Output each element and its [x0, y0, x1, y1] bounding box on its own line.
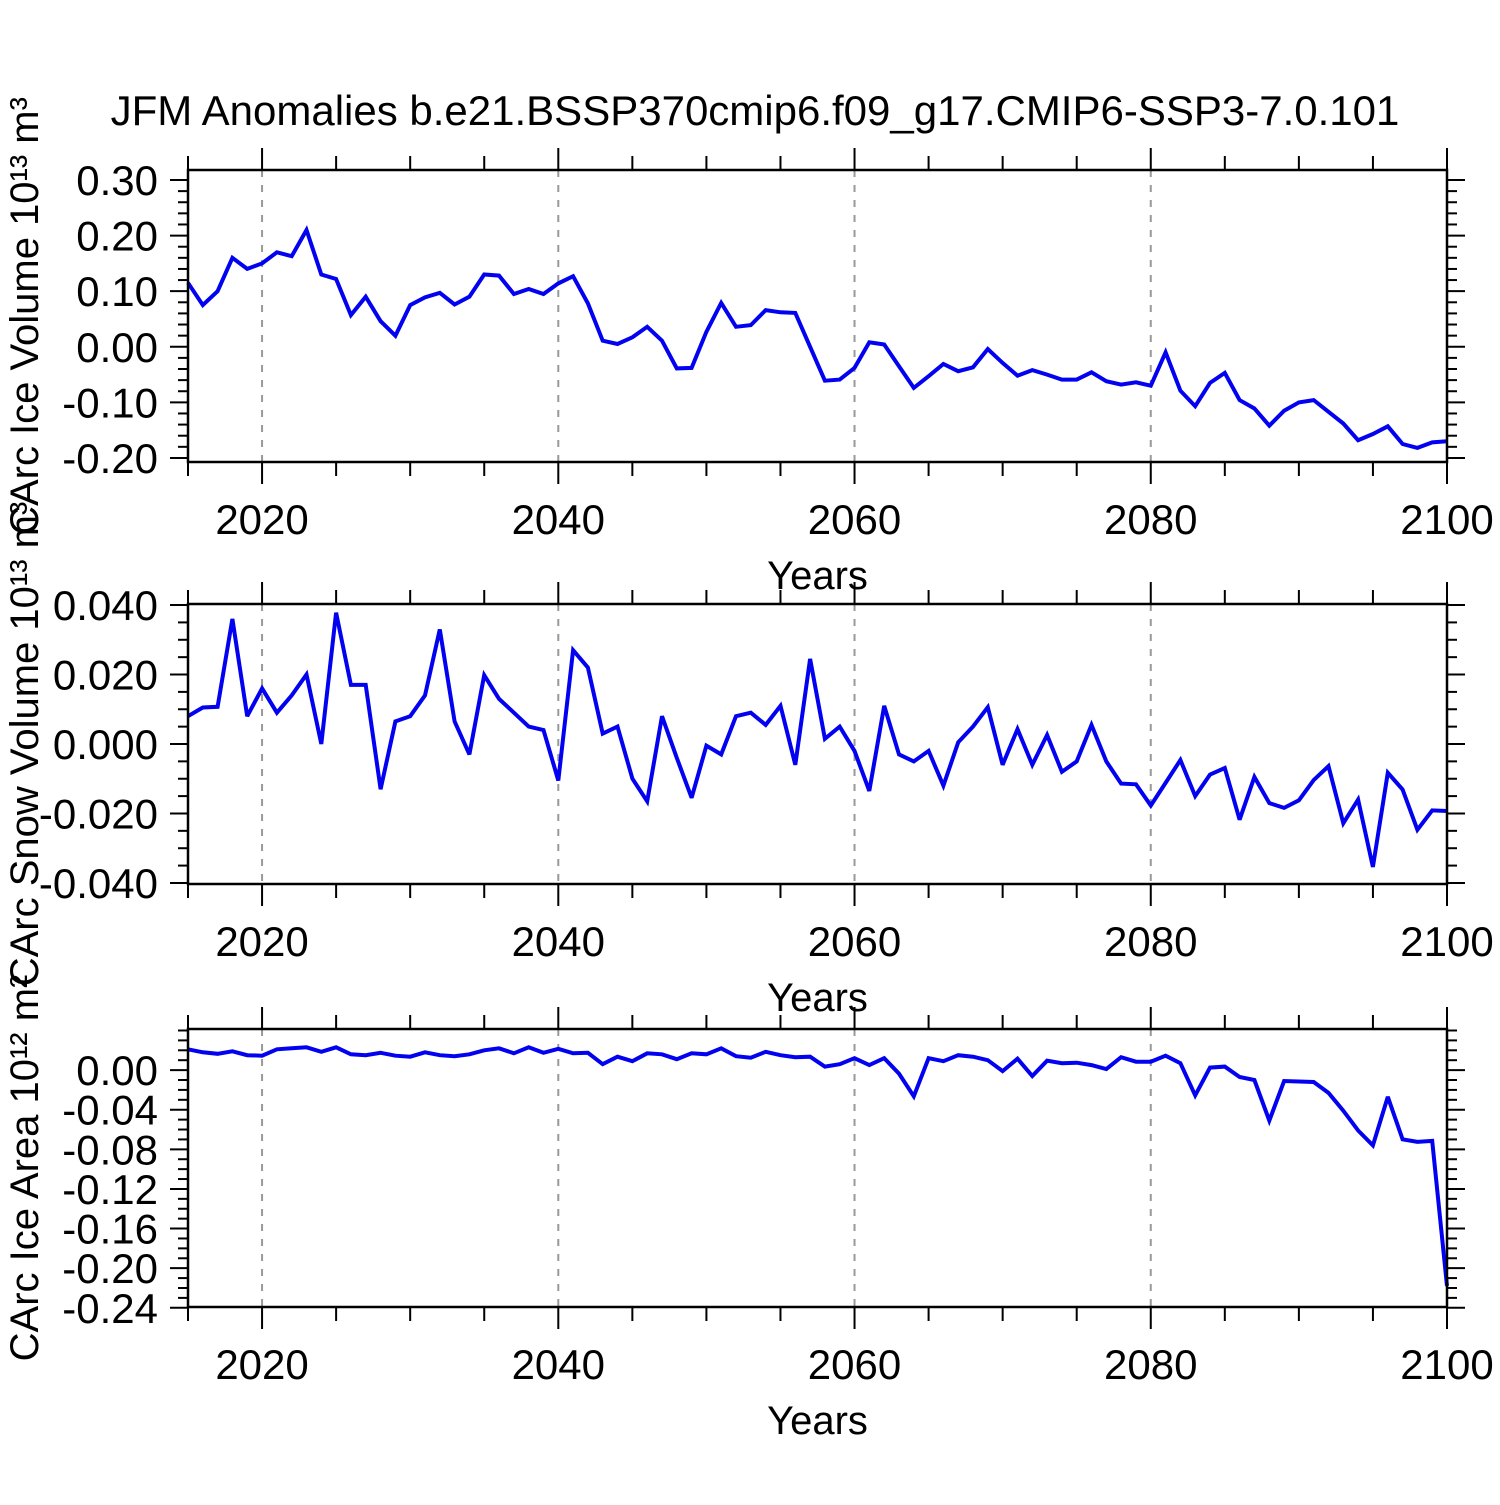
- plot-frame: [186, 602, 1449, 886]
- x-tick-labels: 2020 2040 2060 2080 2100: [215, 496, 1493, 543]
- x-tick-label: 2060: [808, 918, 901, 965]
- x-ticks: [187, 582, 1448, 906]
- x-tick-label: 2100: [1400, 1341, 1493, 1388]
- y-tick-label: 0.040: [53, 582, 158, 629]
- x-tick-label: 2020: [215, 1341, 308, 1388]
- y-tick-label: -0.20: [62, 1245, 158, 1292]
- y-tick-label: 0.00: [76, 324, 158, 371]
- y-ticks: [170, 1029, 1465, 1309]
- ice-volume-line: [186, 225, 1448, 450]
- gridlines: [261, 170, 1152, 462]
- x-tick-label: 2040: [512, 918, 605, 965]
- x-tick-label: 2040: [512, 496, 605, 543]
- x-ticks: [187, 148, 1448, 484]
- x-tick-label: 2060: [808, 1341, 901, 1388]
- x-tick-label: 2080: [1104, 1341, 1197, 1388]
- y-tick-label: -0.10: [62, 379, 158, 426]
- y-tick-label: 0.000: [53, 721, 158, 768]
- plot-frame: [186, 1027, 1449, 1309]
- gridlines: [261, 1029, 1152, 1307]
- x-tick-label: 2100: [1400, 496, 1493, 543]
- x-tick-label: 2020: [215, 496, 308, 543]
- y-tick-label: -0.16: [62, 1206, 158, 1253]
- x-tick-label: 2040: [512, 1341, 605, 1388]
- ice-area-line: [187, 1045, 1449, 1287]
- y-ticks: [170, 179, 1465, 459]
- y-axis-label: CArc Ice Volume 10¹³ m³: [3, 97, 47, 535]
- x-tick-label: 2100: [1400, 918, 1493, 965]
- y-ticks: [170, 604, 1465, 884]
- y-tick-label: -0.04: [62, 1087, 158, 1134]
- y-tick-label: -0.24: [62, 1285, 158, 1332]
- y-tick-label: 0.30: [76, 157, 158, 204]
- y-tick-labels: 0.040 0.020 0.000 -0.020 -0.040: [39, 582, 158, 907]
- y-tick-label: 0.020: [53, 652, 158, 699]
- chart-title: JFM Anomalies b.e21.BSSP370cmip6.f09_g17…: [111, 87, 1400, 134]
- gridlines: [261, 604, 1152, 884]
- x-tick-labels: 2020 2040 2060 2080 2100: [215, 918, 1493, 965]
- y-tick-labels: 0.00-0.04-0.08-0.12-0.16-0.20-0.24: [62, 1047, 158, 1332]
- x-tick-label: 2080: [1104, 918, 1197, 965]
- y-tick-label: -0.12: [62, 1166, 158, 1213]
- x-ticks: [187, 1007, 1448, 1329]
- x-axis-label: Years: [767, 554, 868, 598]
- y-tick-labels: 0.30 0.20 0.10 0.00 -0.10 -0.20: [62, 157, 158, 482]
- snow-volume-line: [186, 612, 1448, 868]
- y-axis-label: CArc Ice Area 10¹² m²: [3, 975, 47, 1362]
- y-tick-label: 0.00: [76, 1047, 158, 1094]
- x-tick-label: 2020: [215, 918, 308, 965]
- y-tick-label: 0.10: [76, 268, 158, 315]
- y-tick-label: -0.040: [39, 860, 158, 907]
- y-axis-label: CArc Snow Volume 10¹³ m³: [3, 502, 47, 987]
- y-tick-label: -0.08: [62, 1126, 158, 1173]
- x-axis-label: Years: [767, 976, 868, 1020]
- x-tick-labels: 2020 2040 2060 2080 2100: [215, 1341, 1493, 1388]
- plot-frame: [186, 168, 1449, 464]
- x-tick-label: 2060: [808, 496, 901, 543]
- x-axis-label: Years: [767, 1399, 868, 1443]
- y-tick-label: -0.020: [39, 790, 158, 837]
- y-tick-label: -0.20: [62, 435, 158, 482]
- x-tick-label: 2080: [1104, 496, 1197, 543]
- y-tick-label: 0.20: [76, 213, 158, 260]
